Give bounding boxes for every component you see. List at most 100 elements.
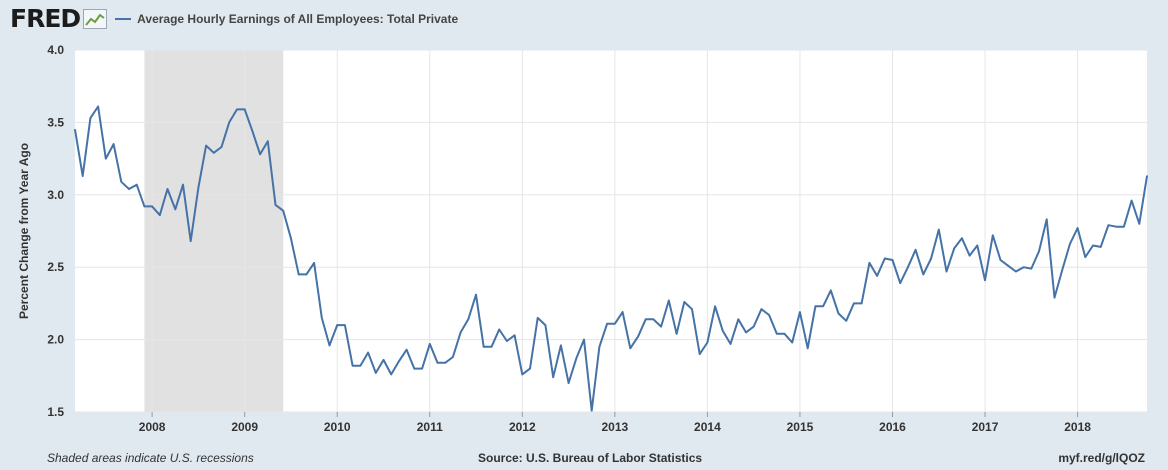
data-point (637, 335, 639, 338)
data-point (290, 237, 292, 240)
data-point (112, 143, 115, 145)
data-point (891, 259, 894, 261)
data-point (883, 257, 886, 260)
data-point (213, 152, 215, 154)
data-point (490, 346, 493, 348)
data-point (675, 333, 678, 335)
data-point (467, 318, 470, 321)
data-point (961, 237, 963, 240)
data-point (776, 333, 778, 335)
x-tick-label: 2013 (602, 420, 629, 434)
data-point (937, 228, 940, 231)
data-point (1092, 244, 1094, 247)
x-tick-label: 2011 (417, 420, 443, 434)
data-point (1030, 267, 1033, 270)
data-point (344, 324, 346, 326)
data-point (97, 105, 99, 108)
data-point (359, 364, 362, 367)
data-point (691, 308, 693, 310)
data-point (182, 183, 184, 186)
data-point (1069, 243, 1071, 245)
data-point (328, 344, 331, 347)
fred-graph-icon (83, 9, 108, 29)
y-tick-label: 3.0 (47, 188, 64, 202)
data-point (876, 275, 878, 277)
data-point (135, 183, 138, 186)
data-point (159, 214, 161, 216)
data-point (398, 360, 400, 363)
data-point (498, 328, 500, 331)
data-point (552, 376, 554, 379)
data-point (228, 121, 231, 124)
data-point (752, 325, 755, 328)
fred-logo[interactable]: FRED (10, 4, 81, 33)
data-point (166, 188, 169, 190)
data-point (683, 301, 686, 303)
data-point (297, 273, 300, 276)
data-point (976, 244, 979, 247)
data-point (860, 302, 863, 305)
x-tick-label: 2015 (787, 420, 814, 434)
data-point (174, 208, 177, 211)
data-point (267, 140, 269, 143)
y-tick-label: 4.0 (47, 43, 64, 57)
data-point (598, 346, 601, 348)
x-tick-label: 2018 (1064, 420, 1091, 434)
data-point (120, 180, 123, 183)
data-point (1146, 175, 1148, 177)
data-point (1138, 222, 1141, 225)
x-tick-label: 2016 (879, 420, 906, 434)
data-point (590, 409, 593, 412)
data-point (868, 262, 871, 264)
source-note[interactable]: Source: U.S. Bureau of Labor Statistics (478, 451, 703, 465)
x-tick-label: 2009 (231, 420, 258, 434)
data-point (899, 282, 902, 284)
data-point (1007, 264, 1009, 267)
short-url[interactable]: myf.red/g/lQOZ (1058, 451, 1145, 465)
recession-shading (144, 50, 284, 412)
data-point (1022, 266, 1025, 269)
data-point (714, 305, 716, 308)
data-point (907, 266, 909, 269)
data-point (320, 317, 323, 319)
data-point (698, 353, 701, 355)
x-tick-label: 2008 (139, 420, 166, 434)
series-points (74, 105, 1148, 412)
data-point (1084, 256, 1087, 258)
data-point (89, 117, 92, 119)
data-point (390, 373, 393, 376)
data-point (791, 341, 794, 344)
data-point (1099, 246, 1102, 248)
data-point (806, 347, 809, 350)
data-point (336, 324, 339, 326)
recession-band (144, 50, 284, 412)
y-tick-label: 3.5 (47, 115, 64, 129)
data-point (1038, 250, 1040, 253)
data-point (475, 293, 477, 296)
y-axis: 1.5 2.0 2.5 3.0 3.5 4.0 (47, 43, 64, 419)
data-point (259, 153, 261, 156)
legend-label: Average Hourly Earnings of All Employees… (137, 12, 459, 26)
data-point (1123, 225, 1125, 228)
data-point (837, 312, 840, 315)
data-point (544, 324, 547, 326)
data-point (405, 348, 408, 351)
data-point (452, 356, 454, 358)
y-tick-label: 2.0 (47, 333, 64, 347)
x-axis: 2008 2009 2010 2011 2012 2013 2014 2015 2016 2017… (139, 412, 1091, 434)
data-point (999, 259, 1002, 261)
data-point (614, 322, 616, 325)
data-point (305, 273, 308, 276)
legend: Average Hourly Earnings of All Employees… (115, 12, 458, 26)
data-point (737, 318, 740, 321)
x-tick-label: 2012 (509, 420, 536, 434)
data-point (374, 372, 377, 374)
data-point (814, 305, 817, 308)
data-point (197, 186, 200, 189)
data-point (606, 322, 608, 325)
data-point (652, 318, 655, 321)
recession-note: Shaded areas indicate U.S. recessions (47, 451, 254, 465)
data-point (205, 144, 207, 147)
data-point (1015, 270, 1017, 273)
data-point (367, 351, 369, 354)
